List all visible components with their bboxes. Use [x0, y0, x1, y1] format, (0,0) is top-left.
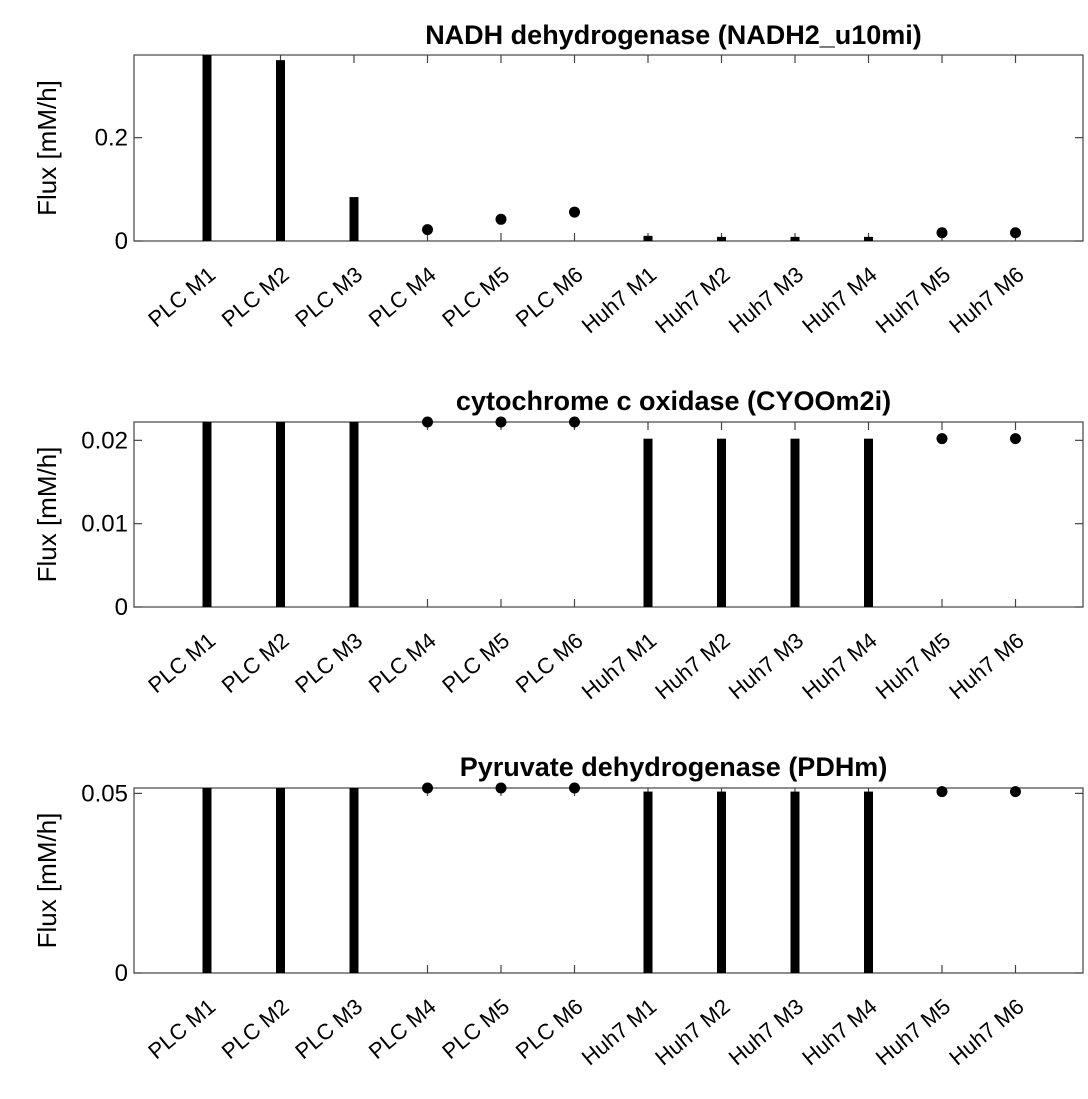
y-tick-label: 0 [115, 228, 128, 255]
x-tick-label: Huh7 M2 [650, 262, 734, 339]
x-tick-label: Huh7 M4 [797, 628, 881, 705]
x-tick-label: PLC M4 [364, 262, 441, 332]
plot-area [133, 787, 1084, 974]
x-tick-label: PLC M3 [290, 262, 367, 332]
bar [276, 788, 285, 973]
data-point [936, 227, 948, 239]
data-point [495, 416, 507, 428]
chart-title: cytochrome c oxidase (CYOOm2i) [456, 386, 891, 416]
bar [790, 236, 800, 241]
chart-title: NADH dehydrogenase (NADH2_u10mi) [425, 20, 922, 50]
plot-area [133, 54, 1084, 242]
y-tick-label: 0 [115, 960, 128, 987]
y-axis-label: Flux [mM/h] [32, 813, 62, 949]
panel-3: Pyruvate dehydrogenase (PDHm) Flux [mM/h]… [32, 752, 1084, 1071]
data-point [1010, 786, 1021, 798]
bar [276, 60, 285, 241]
x-tick-label: PLC M6 [511, 994, 588, 1064]
x-tick-label: Huh7 M5 [871, 628, 955, 705]
bar [643, 235, 653, 241]
x-tick-label: PLC M3 [290, 628, 367, 698]
x-tick-label: Huh7 M3 [724, 628, 808, 705]
data-point [569, 416, 580, 428]
x-tick-label: PLC M4 [364, 628, 441, 698]
data-point [422, 416, 433, 428]
x-tick-label: Huh7 M1 [577, 262, 661, 339]
bar [276, 422, 285, 607]
x-tick-label: Huh7 M6 [944, 262, 1028, 339]
x-tick-label: Huh7 M6 [944, 628, 1028, 705]
y-tick-label: 0 [115, 594, 128, 621]
bar [349, 197, 359, 241]
panel-1: NADH dehydrogenase (NADH2_u10mi) Flux [mM… [32, 20, 1084, 339]
x-tick-label: PLC M5 [437, 994, 514, 1064]
x-tick-label: Huh7 M1 [577, 628, 661, 705]
data-point [495, 213, 507, 225]
data-point [936, 433, 948, 445]
data-point [569, 206, 580, 218]
bar [717, 236, 726, 241]
y-axis-label: Flux [mM/h] [32, 447, 62, 583]
y-tick-label: 0.05 [81, 780, 128, 807]
x-tick-label: PLC M1 [143, 994, 220, 1064]
bar [349, 788, 359, 973]
bar [790, 438, 800, 607]
x-tick-label: PLC M6 [511, 262, 588, 332]
x-tick-label: Huh7 M5 [871, 994, 955, 1071]
bar [864, 438, 873, 607]
x-tick-label: PLC M5 [437, 262, 514, 332]
bar [349, 422, 359, 607]
bar [864, 236, 873, 241]
x-tick-label: Huh7 M1 [577, 994, 661, 1071]
bar [790, 791, 800, 973]
x-tick-label: Huh7 M2 [650, 994, 734, 1071]
x-tick-label: PLC M2 [217, 994, 294, 1064]
x-tick-label: PLC M2 [217, 262, 294, 332]
bar [643, 438, 653, 607]
data-point [495, 782, 507, 794]
x-tick-label: PLC M1 [143, 262, 220, 332]
y-axis-label: Flux [mM/h] [32, 80, 62, 216]
bar [864, 791, 873, 973]
x-tick-label: Huh7 M6 [944, 994, 1028, 1071]
bar [202, 788, 212, 973]
bar [202, 55, 212, 241]
x-tick-label: PLC M3 [290, 994, 367, 1064]
y-tick-label: 0.02 [81, 427, 128, 454]
x-tick-label: Huh7 M4 [797, 262, 881, 339]
data-point [422, 782, 433, 794]
x-tick-label: Huh7 M2 [650, 628, 734, 705]
data-point [936, 786, 948, 798]
x-tick-label: Huh7 M5 [871, 262, 955, 339]
x-tick-label: PLC M2 [217, 628, 294, 698]
x-tick-label: PLC M6 [511, 628, 588, 698]
panel-2: cytochrome c oxidase (CYOOm2i) Flux [mM/h… [32, 386, 1084, 705]
chart-title: Pyruvate dehydrogenase (PDHm) [460, 752, 888, 782]
bar [717, 438, 726, 607]
y-tick-label: 0.2 [95, 125, 128, 152]
bar [202, 422, 212, 607]
data-point [1010, 227, 1021, 239]
bar [643, 791, 653, 973]
y-tick-label: 0.01 [81, 511, 128, 538]
data-point [569, 782, 580, 794]
x-tick-label: PLC M1 [143, 628, 220, 698]
data-point [422, 224, 433, 236]
plot-area [133, 421, 1084, 608]
x-tick-label: Huh7 M3 [724, 994, 808, 1071]
x-tick-label: PLC M5 [437, 628, 514, 698]
data-point [1010, 433, 1021, 445]
x-tick-label: Huh7 M4 [797, 994, 881, 1071]
x-tick-label: PLC M4 [364, 994, 441, 1064]
x-tick-label: Huh7 M3 [724, 262, 808, 339]
bar [717, 791, 726, 973]
